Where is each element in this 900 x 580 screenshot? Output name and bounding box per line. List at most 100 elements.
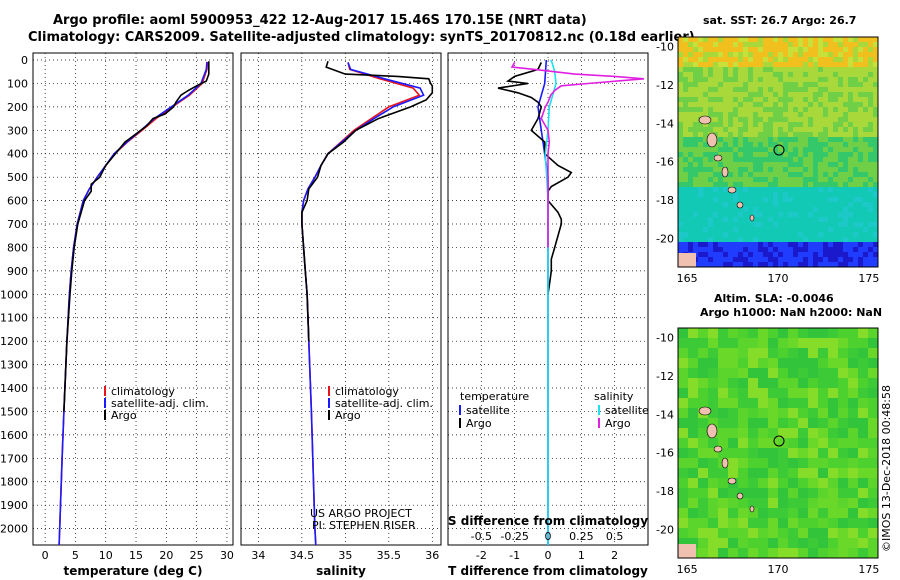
- s-tick-label: -0.25: [500, 530, 528, 543]
- map-cell: [748, 498, 758, 508]
- map-cell: [733, 237, 738, 242]
- map-cell: [788, 197, 793, 202]
- map-cell: [693, 152, 698, 157]
- x-axis-label: T difference from climatology: [448, 564, 648, 578]
- map-cell: [793, 187, 798, 192]
- map-cell: [808, 42, 813, 47]
- map-cell: [748, 368, 758, 378]
- map-cell: [783, 67, 788, 72]
- map-cell: [803, 262, 808, 267]
- map-cell: [853, 147, 858, 152]
- map-cell: [678, 162, 683, 167]
- map-cell: [708, 152, 713, 157]
- map-cell: [683, 117, 688, 122]
- map-cell: [873, 132, 878, 137]
- map-cell: [788, 388, 798, 398]
- map-cell: [823, 237, 828, 242]
- map-cell: [693, 127, 698, 132]
- map-cell: [688, 162, 693, 167]
- map-cell: [758, 242, 763, 247]
- map-cell: [763, 167, 768, 172]
- map-cell: [833, 37, 838, 42]
- map-cell: [703, 202, 708, 207]
- map-cell: [748, 418, 758, 428]
- map-x-tick: 165: [677, 272, 698, 285]
- map-cell: [688, 212, 693, 217]
- map-cell: [708, 82, 713, 87]
- map-cell: [798, 177, 803, 182]
- map-cell: [828, 97, 833, 102]
- map-cell: [748, 72, 753, 77]
- map-cell: [798, 488, 808, 498]
- map-cell: [718, 338, 728, 348]
- map-cell: [788, 117, 793, 122]
- map-cell: [738, 458, 748, 468]
- map-cell: [703, 252, 708, 257]
- map-cell: [683, 182, 688, 187]
- map-cell: [683, 42, 688, 47]
- map-cell: [833, 72, 838, 77]
- map-cell: [863, 127, 868, 132]
- map-cell: [703, 62, 708, 67]
- map-cell: [738, 172, 743, 177]
- map-cell: [768, 518, 778, 528]
- map-cell: [848, 538, 858, 548]
- map-cell: [758, 217, 763, 222]
- map-cell: [803, 227, 808, 232]
- map-cell: [678, 378, 688, 388]
- map-cell: [738, 468, 748, 478]
- map-cell: [868, 217, 873, 222]
- map-cell: [703, 92, 708, 97]
- map-cell: [818, 252, 823, 257]
- island: [713, 154, 723, 162]
- map-cell: [778, 328, 788, 338]
- map-cell: [873, 242, 878, 247]
- map-cell: [828, 87, 833, 92]
- map-cell: [698, 62, 703, 67]
- map-cell: [863, 187, 868, 192]
- depth-tick-label: 1200: [0, 335, 28, 348]
- map-cell: [828, 187, 833, 192]
- map-cell: [863, 92, 868, 97]
- map-cell: [798, 212, 803, 217]
- map-cell: [743, 52, 748, 57]
- map-cell: [678, 142, 683, 147]
- map-cell: [858, 112, 863, 117]
- map-cell: [778, 42, 783, 47]
- map-cell: [753, 92, 758, 97]
- map-cell: [713, 177, 718, 182]
- map-cell: [728, 127, 733, 132]
- depth-tick-label: 0: [21, 54, 28, 67]
- map-cell: [818, 438, 828, 448]
- map-cell: [688, 57, 693, 62]
- map-cell: [698, 478, 708, 488]
- map-cell: [748, 252, 753, 257]
- map-cell: [748, 182, 753, 187]
- map-cell: [853, 252, 858, 257]
- map-cell: [868, 117, 873, 122]
- map-cell: [813, 157, 818, 162]
- map-cell: [773, 37, 778, 42]
- map-cell: [823, 167, 828, 172]
- map-cell: [823, 152, 828, 157]
- map-cell: [788, 328, 798, 338]
- map-cell: [838, 222, 843, 227]
- map-cell: [838, 418, 848, 428]
- map-cell: [683, 87, 688, 92]
- map-cell: [798, 232, 803, 237]
- island: [749, 505, 755, 513]
- map-cell: [763, 92, 768, 97]
- map-cell: [793, 197, 798, 202]
- map-cell: [858, 137, 863, 142]
- map-cell: [703, 102, 708, 107]
- map-cell: [813, 82, 818, 87]
- map-cell: [768, 87, 773, 92]
- map-cell: [828, 192, 833, 197]
- map-cell: [833, 82, 838, 87]
- map-cell: [778, 52, 783, 57]
- map-cell: [758, 197, 763, 202]
- map-cell: [738, 167, 743, 172]
- x-tick-label: 34.5: [290, 549, 315, 562]
- map-cell: [848, 67, 853, 72]
- map-cell: [698, 132, 703, 137]
